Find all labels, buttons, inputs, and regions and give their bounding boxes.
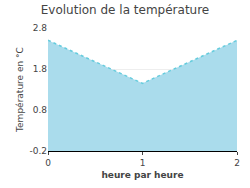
svg-text:heure par heure: heure par heure <box>101 170 183 180</box>
svg-text:Température en °C: Température en °C <box>15 47 25 133</box>
svg-text:2: 2 <box>234 158 240 168</box>
svg-text:0.8: 0.8 <box>33 105 48 115</box>
svg-text:1.8: 1.8 <box>33 64 48 74</box>
svg-text:-0.2: -0.2 <box>29 146 47 156</box>
svg-text:1: 1 <box>140 158 146 168</box>
svg-text:2.8: 2.8 <box>33 23 48 33</box>
svg-text:Evolution de la température: Evolution de la température <box>41 3 210 17</box>
svg-text:0: 0 <box>45 158 51 168</box>
